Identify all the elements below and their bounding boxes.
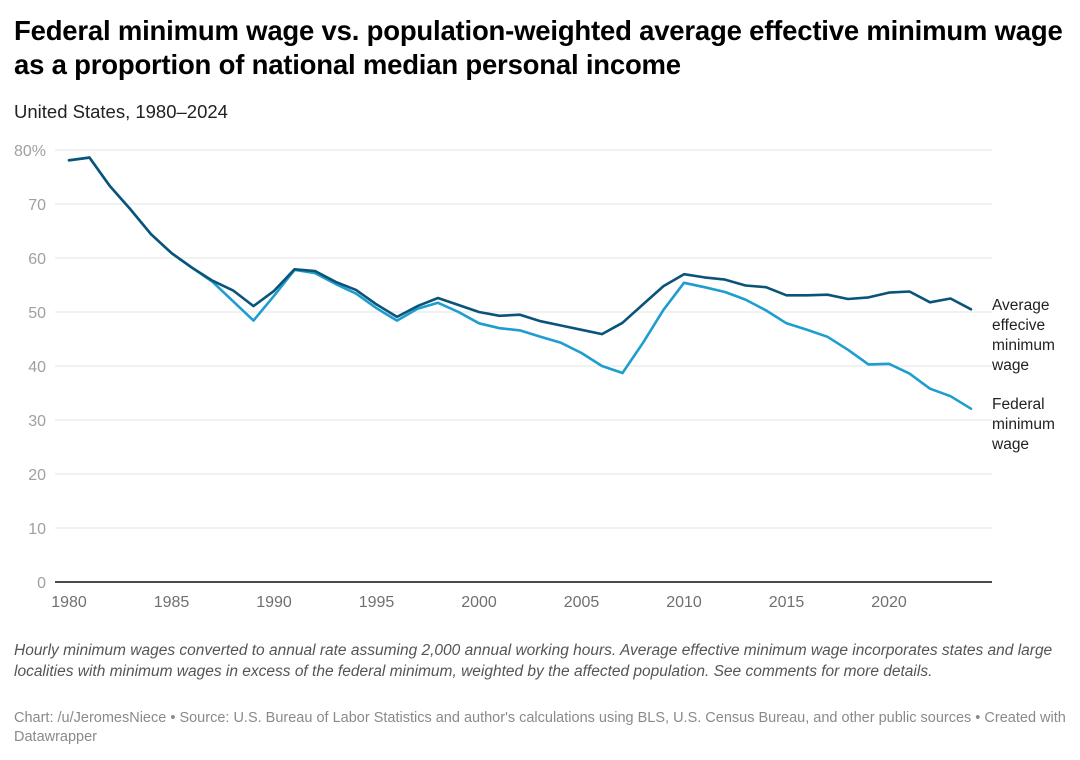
- gridlines: [55, 149, 992, 583]
- chart-title: Federal minimum wage vs. population-weig…: [14, 15, 1063, 80]
- y-tick-label: 70: [28, 197, 46, 214]
- y-tick-label: 10: [28, 521, 46, 538]
- x-tick-label: 1985: [154, 594, 190, 611]
- x-tick-label: 1990: [256, 594, 292, 611]
- x-tick-label: 1980: [51, 594, 87, 611]
- y-tick-label: 80%: [14, 143, 46, 160]
- chart-subtitle: United States, 1980–2024: [14, 101, 228, 122]
- y-tick-label: 40: [28, 359, 46, 376]
- series-lines: [67, 156, 973, 411]
- x-tick-label: 1995: [359, 594, 395, 611]
- y-tick-label: 0: [37, 575, 46, 592]
- x-axis-ticks: 1980 1985 1990 1995 2000 2005 2010 2015 2020: [51, 594, 907, 611]
- y-tick-label: 60: [28, 251, 46, 268]
- series-labels: Federal minimum wage Average effecive minimum…: [991, 297, 1055, 453]
- series-label-average-effective: Average effecive minimum wage: [991, 297, 1055, 374]
- y-axis-ticks: 0 10 20 30 40 50 60 70 80%: [14, 143, 46, 592]
- y-tick-label: 20: [28, 467, 46, 484]
- y-tick-label: 30: [28, 413, 46, 430]
- x-tick-label: 2005: [564, 594, 600, 611]
- line-chart: 0 10 20 30 40 50 60 70 80% 1980 1985 1990 1995 2000 2…: [14, 143, 1055, 611]
- series-label-federal: Federal minimum wage: [991, 396, 1055, 453]
- series-line-federal: [67, 156, 973, 411]
- y-tick-label: 50: [28, 305, 46, 322]
- chart-byline: Chart: /u/JeromesNiece • Source: U.S. Bu…: [14, 710, 1066, 745]
- x-tick-label: 2010: [666, 594, 702, 611]
- x-tick-label: 2000: [461, 594, 497, 611]
- x-tick-label: 2020: [871, 594, 907, 611]
- chart-notes: Hourly minimum wages converted to annual…: [14, 642, 1053, 680]
- x-tick-label: 2015: [769, 594, 805, 611]
- series-line-average-effective: [67, 156, 973, 336]
